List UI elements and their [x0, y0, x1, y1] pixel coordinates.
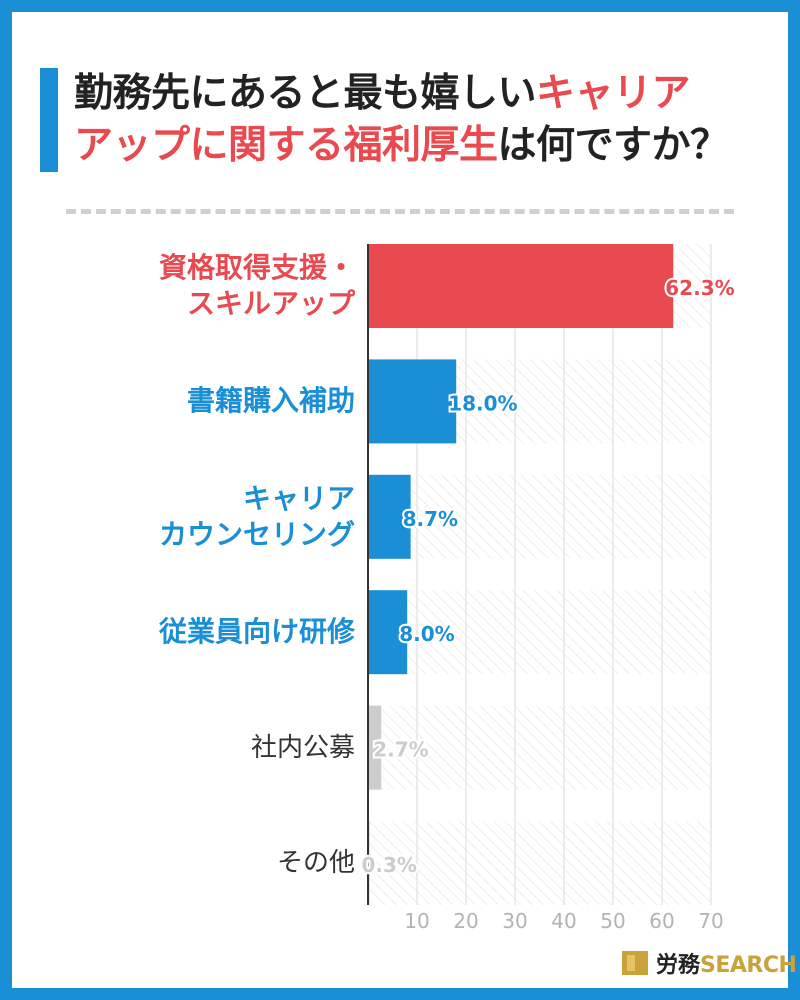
category-label: 社内公募: [251, 730, 355, 766]
bar: [368, 359, 457, 444]
x-tick-label: 60: [649, 909, 674, 933]
title-part-1: 勤務先にあると最も嬉しい: [74, 71, 537, 116]
category-label-line: カウンセリング: [158, 517, 355, 551]
bar: [368, 705, 382, 790]
x-tick-label: 40: [551, 909, 576, 933]
title-highlight-2: アップに関する福利厚生: [74, 123, 498, 168]
bar: [368, 474, 411, 559]
x-tick-label: 50: [600, 909, 625, 933]
bar-background: [368, 590, 711, 675]
title-accent-bar: [40, 68, 58, 172]
title-part-2: は何ですか？: [497, 123, 730, 168]
logo-icon: [622, 951, 648, 975]
chart-title: 勤務先にあると最も嬉しいキャリア アップに関する福利厚生は何ですか？: [74, 68, 774, 172]
x-tick-label: 70: [698, 909, 723, 933]
value-label: 8.0%: [399, 622, 454, 646]
category-label-line: スキルアップ: [186, 287, 355, 320]
x-tick-label: 20: [453, 909, 478, 933]
category-label: キャリア カウンセリング: [159, 481, 355, 553]
value-label: 62.3%: [665, 276, 734, 300]
category-label-line: 社内公募: [250, 732, 355, 763]
logo-text-jp: 労務: [656, 953, 701, 978]
value-label: 8.7%: [403, 507, 458, 531]
category-label: その他: [277, 845, 355, 881]
title-divider: [66, 209, 734, 214]
value-label: 2.7%: [373, 738, 428, 762]
bar-background: [368, 821, 711, 905]
value-label: 0.3%: [361, 853, 416, 877]
x-tick-label: 30: [502, 909, 527, 933]
logo-text: 労務SEARCH: [656, 947, 797, 979]
category-label-line: 書籍購入補助: [186, 384, 355, 418]
value-label: 18.0%: [448, 391, 517, 415]
bar: [368, 590, 408, 675]
category-label-line: キャリア: [242, 481, 355, 515]
category-label-line: その他: [276, 848, 355, 878]
category-label: 資格取得支援・ スキルアップ: [159, 250, 355, 322]
brand-logo: 労務SEARCH: [622, 947, 797, 979]
logo-text-en: SEARCH: [700, 953, 797, 978]
bar: [368, 244, 674, 328]
category-label: 書籍購入補助: [187, 383, 355, 419]
title-highlight-1: キャリア: [536, 71, 691, 116]
bar-background: [368, 474, 711, 559]
x-tick-label: 10: [404, 909, 429, 933]
category-label-line: 資格取得支援・: [158, 251, 355, 284]
category-label: 従業員向け研修: [159, 614, 355, 650]
bar-background: [368, 705, 711, 790]
category-label-line: 従業員向け研修: [158, 615, 355, 649]
